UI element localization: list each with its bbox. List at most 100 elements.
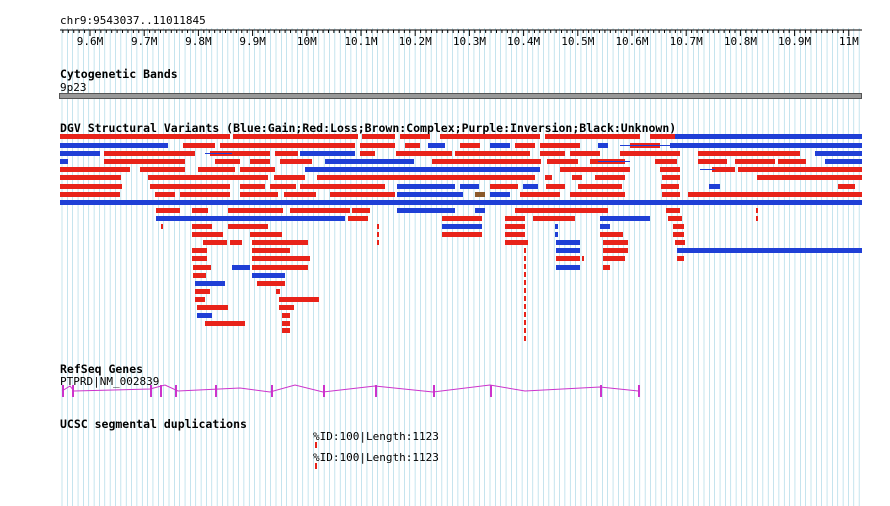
variant-bar — [180, 192, 230, 197]
variant-bar — [192, 208, 208, 213]
variant-bar — [325, 159, 414, 164]
gene-exon — [175, 385, 177, 397]
gene-exon — [271, 385, 273, 397]
location-label: chr9:9543037..11011845 — [60, 14, 206, 27]
ruler-tick-label: 10.1M — [344, 35, 378, 48]
cytoband-bar[interactable] — [59, 93, 862, 99]
segdup-mark-1[interactable] — [315, 442, 317, 448]
ruler[interactable] — [0, 0, 890, 60]
variant-bar — [661, 184, 679, 189]
gene-exon — [600, 385, 602, 397]
gene-exon — [433, 385, 435, 397]
variant-bar — [442, 224, 482, 229]
variant-bar — [603, 240, 628, 245]
variant-bar — [148, 175, 268, 180]
variant-bar — [662, 192, 680, 197]
variant-bar — [279, 305, 294, 310]
variant-bar — [197, 313, 212, 318]
variant-mark — [524, 296, 526, 301]
variant-bar — [405, 143, 420, 148]
variant-bar — [556, 240, 580, 245]
gene-label[interactable]: PTPRD|NM_002839 — [60, 375, 160, 388]
variant-mark — [524, 336, 526, 341]
variant-bar — [520, 192, 560, 197]
variant-bar — [104, 151, 195, 156]
variant-bar — [156, 208, 180, 213]
segdup-label-1[interactable]: %ID:100|Length:1123 — [313, 430, 439, 443]
variant-bar — [330, 192, 395, 197]
variant-bar — [203, 240, 227, 245]
variant-bar — [556, 265, 580, 270]
variant-mark — [680, 256, 682, 261]
variant-bar — [490, 143, 510, 148]
variant-bar — [545, 175, 552, 180]
variant-bar — [442, 232, 482, 237]
gene-exon — [323, 385, 325, 397]
ruler-tick-label: 10.6M — [615, 35, 649, 48]
variant-bar — [666, 208, 680, 213]
variant-bar — [668, 216, 682, 221]
variant-bar — [533, 216, 575, 221]
variant-mark — [377, 224, 379, 229]
variant-bar — [757, 175, 862, 180]
gene-model[interactable] — [0, 380, 890, 402]
variant-mark — [524, 288, 526, 293]
variant-bar — [192, 232, 223, 237]
variant-bar — [505, 224, 525, 229]
variant-bar — [838, 184, 855, 189]
variant-bar — [252, 273, 285, 278]
variant-bar — [230, 240, 242, 245]
variant-bar — [460, 143, 480, 148]
variant-bar — [397, 184, 455, 189]
variant-bar — [215, 159, 240, 164]
variant-bar — [195, 281, 225, 286]
variant-bar — [490, 184, 518, 189]
variant-bar — [192, 256, 207, 261]
variant-bar — [815, 151, 862, 156]
segdup-mark-2[interactable] — [315, 463, 317, 469]
gene-exon — [160, 385, 162, 397]
gene-exon — [72, 385, 74, 397]
variant-bar — [595, 175, 625, 180]
variant-bar — [280, 159, 312, 164]
variant-bar — [688, 192, 862, 197]
track-title-dgv: DGV Structural Variants (Blue:Gain;Red:L… — [60, 121, 677, 135]
ruler-tick-label: 10M — [296, 35, 317, 48]
variant-bar — [778, 159, 806, 164]
variant-bar — [709, 184, 720, 189]
variant-bar — [282, 313, 290, 318]
ruler-tick-label: 9.7M — [130, 35, 158, 48]
variant-bar — [195, 289, 210, 294]
variant-bar — [60, 151, 100, 156]
variant-mark — [524, 280, 526, 285]
variant-bar — [220, 143, 355, 148]
variant-bar — [233, 134, 358, 139]
variant-bar — [515, 208, 608, 213]
variant-bar — [257, 281, 285, 286]
variant-bar — [197, 305, 228, 310]
variant-bar — [228, 224, 268, 229]
variant-mark — [756, 208, 758, 213]
segdup-label-2[interactable]: %ID:100|Length:1123 — [313, 451, 439, 464]
variant-bar — [570, 192, 625, 197]
gene-exon — [62, 385, 64, 397]
variant-mark — [756, 216, 758, 221]
variant-bar — [738, 167, 862, 172]
variant-bar — [397, 192, 463, 197]
ruler-tick-label: 10.8M — [723, 35, 757, 48]
variant-bar — [620, 151, 680, 156]
variant-bar — [228, 208, 283, 213]
variant-bar — [556, 248, 580, 253]
variant-bar — [305, 167, 540, 172]
variant-bar — [140, 167, 185, 172]
variant-bar — [240, 167, 275, 172]
variant-bar — [60, 192, 120, 197]
variant-bar — [252, 248, 290, 253]
gene-exon — [150, 385, 152, 397]
ruler-tick-label: 10.4M — [507, 35, 541, 48]
variant-bar — [192, 224, 212, 229]
variant-bar — [352, 208, 370, 213]
